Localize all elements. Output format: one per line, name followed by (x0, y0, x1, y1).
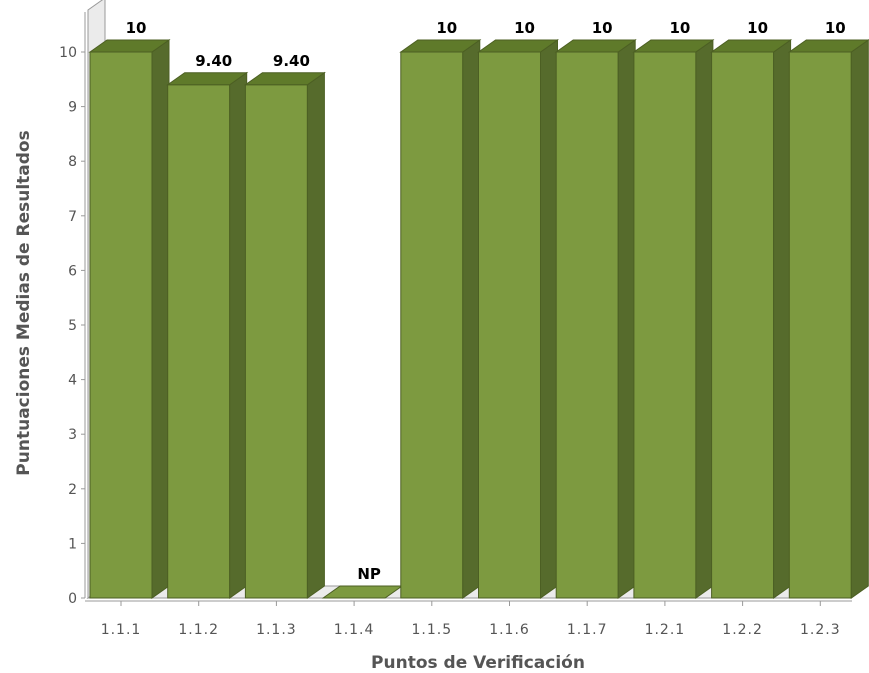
bar-value-label: 9.40 (273, 52, 310, 70)
bar-front (400, 51, 464, 599)
bar-value-label: 10 (514, 19, 535, 37)
y-tick-label: 8 (68, 154, 77, 170)
y-tick-label: 10 (59, 45, 77, 61)
bar-side (850, 39, 869, 599)
bar-top (632, 39, 715, 53)
bar-top (787, 39, 869, 53)
bar-side (306, 71, 325, 599)
y-tick-label: 1 (68, 536, 77, 552)
bar (166, 71, 249, 599)
bar-value-label: 10 (592, 19, 613, 37)
bar-front (555, 51, 619, 599)
y-tick-label: 7 (68, 209, 77, 225)
bar-value-label: 9.40 (195, 52, 232, 70)
bar-value-label: 10 (747, 19, 768, 37)
x-tick-label: 1.2.1 (645, 622, 686, 638)
bar-value-label: 10 (436, 19, 457, 37)
bar (787, 39, 869, 599)
y-tick-label: 3 (68, 427, 77, 443)
bar-front (711, 51, 775, 599)
bar-value-label: NP (357, 565, 381, 583)
bar-top (166, 72, 249, 86)
x-tick-label: 1.1.1 (101, 622, 142, 638)
bar-value-label: 10 (126, 19, 147, 37)
bar (632, 39, 715, 599)
bar (399, 39, 482, 599)
bar-top (399, 39, 482, 53)
value-labels: 10 9.40 9.40 NP 10 10 10 10 10 10 (126, 19, 846, 583)
bar-side (773, 39, 792, 599)
x-tick-label: 1.2.2 (722, 622, 763, 638)
bar (476, 39, 560, 599)
bar-front (89, 51, 153, 599)
y-tick-label: 4 (68, 373, 77, 389)
y-tick-label: 9 (68, 100, 77, 116)
x-axis-title: Puntos de Verificación (371, 653, 585, 673)
bar-side (540, 39, 558, 599)
bar-front (167, 84, 231, 599)
bar-side (617, 39, 636, 599)
x-tick-label: 1.1.7 (567, 622, 608, 638)
x-tick-label: 1.2.3 (800, 622, 841, 638)
bar-top (554, 39, 637, 53)
bar (554, 39, 637, 599)
bar-top (88, 39, 171, 53)
y-axis-title: Puntuaciones Medias de Resultados (14, 130, 34, 475)
bar (243, 71, 326, 599)
bar-front (633, 51, 697, 599)
bar-top (243, 72, 326, 86)
bar (88, 39, 171, 599)
x-tick-label: 1.1.6 (489, 622, 530, 638)
y-tick-label: 5 (68, 318, 77, 334)
bar (710, 39, 793, 599)
bar-front (788, 51, 852, 599)
bar-top (476, 39, 560, 53)
bar-side (695, 39, 714, 599)
bar-side (462, 39, 481, 599)
bar-top (710, 39, 793, 53)
bar-value-label: 10 (825, 19, 846, 37)
bar-side (229, 71, 248, 599)
bar-front (244, 84, 308, 599)
x-axis-ticks: 1.1.1 1.1.2 1.1.3 1.1.4 1.1.5 1.1.6 1.1.7 1.2.1… (101, 601, 841, 638)
x-tick-label: 1.1.3 (256, 622, 297, 638)
x-tick-label: 1.1.5 (411, 622, 452, 638)
y-tick-label: 6 (68, 263, 77, 279)
bar-side (151, 39, 170, 599)
y-axis-ticks: 0 1 2 3 4 5 6 7 8 9 10 (59, 45, 85, 607)
y-tick-label: 0 (68, 591, 77, 607)
y-tick-label: 2 (68, 482, 77, 498)
x-tick-label: 1.1.2 (178, 622, 219, 638)
bar-value-label: 10 (669, 19, 690, 37)
bars (88, 39, 869, 599)
x-tick-label: 1.1.4 (334, 622, 375, 638)
bar-front (478, 51, 541, 599)
